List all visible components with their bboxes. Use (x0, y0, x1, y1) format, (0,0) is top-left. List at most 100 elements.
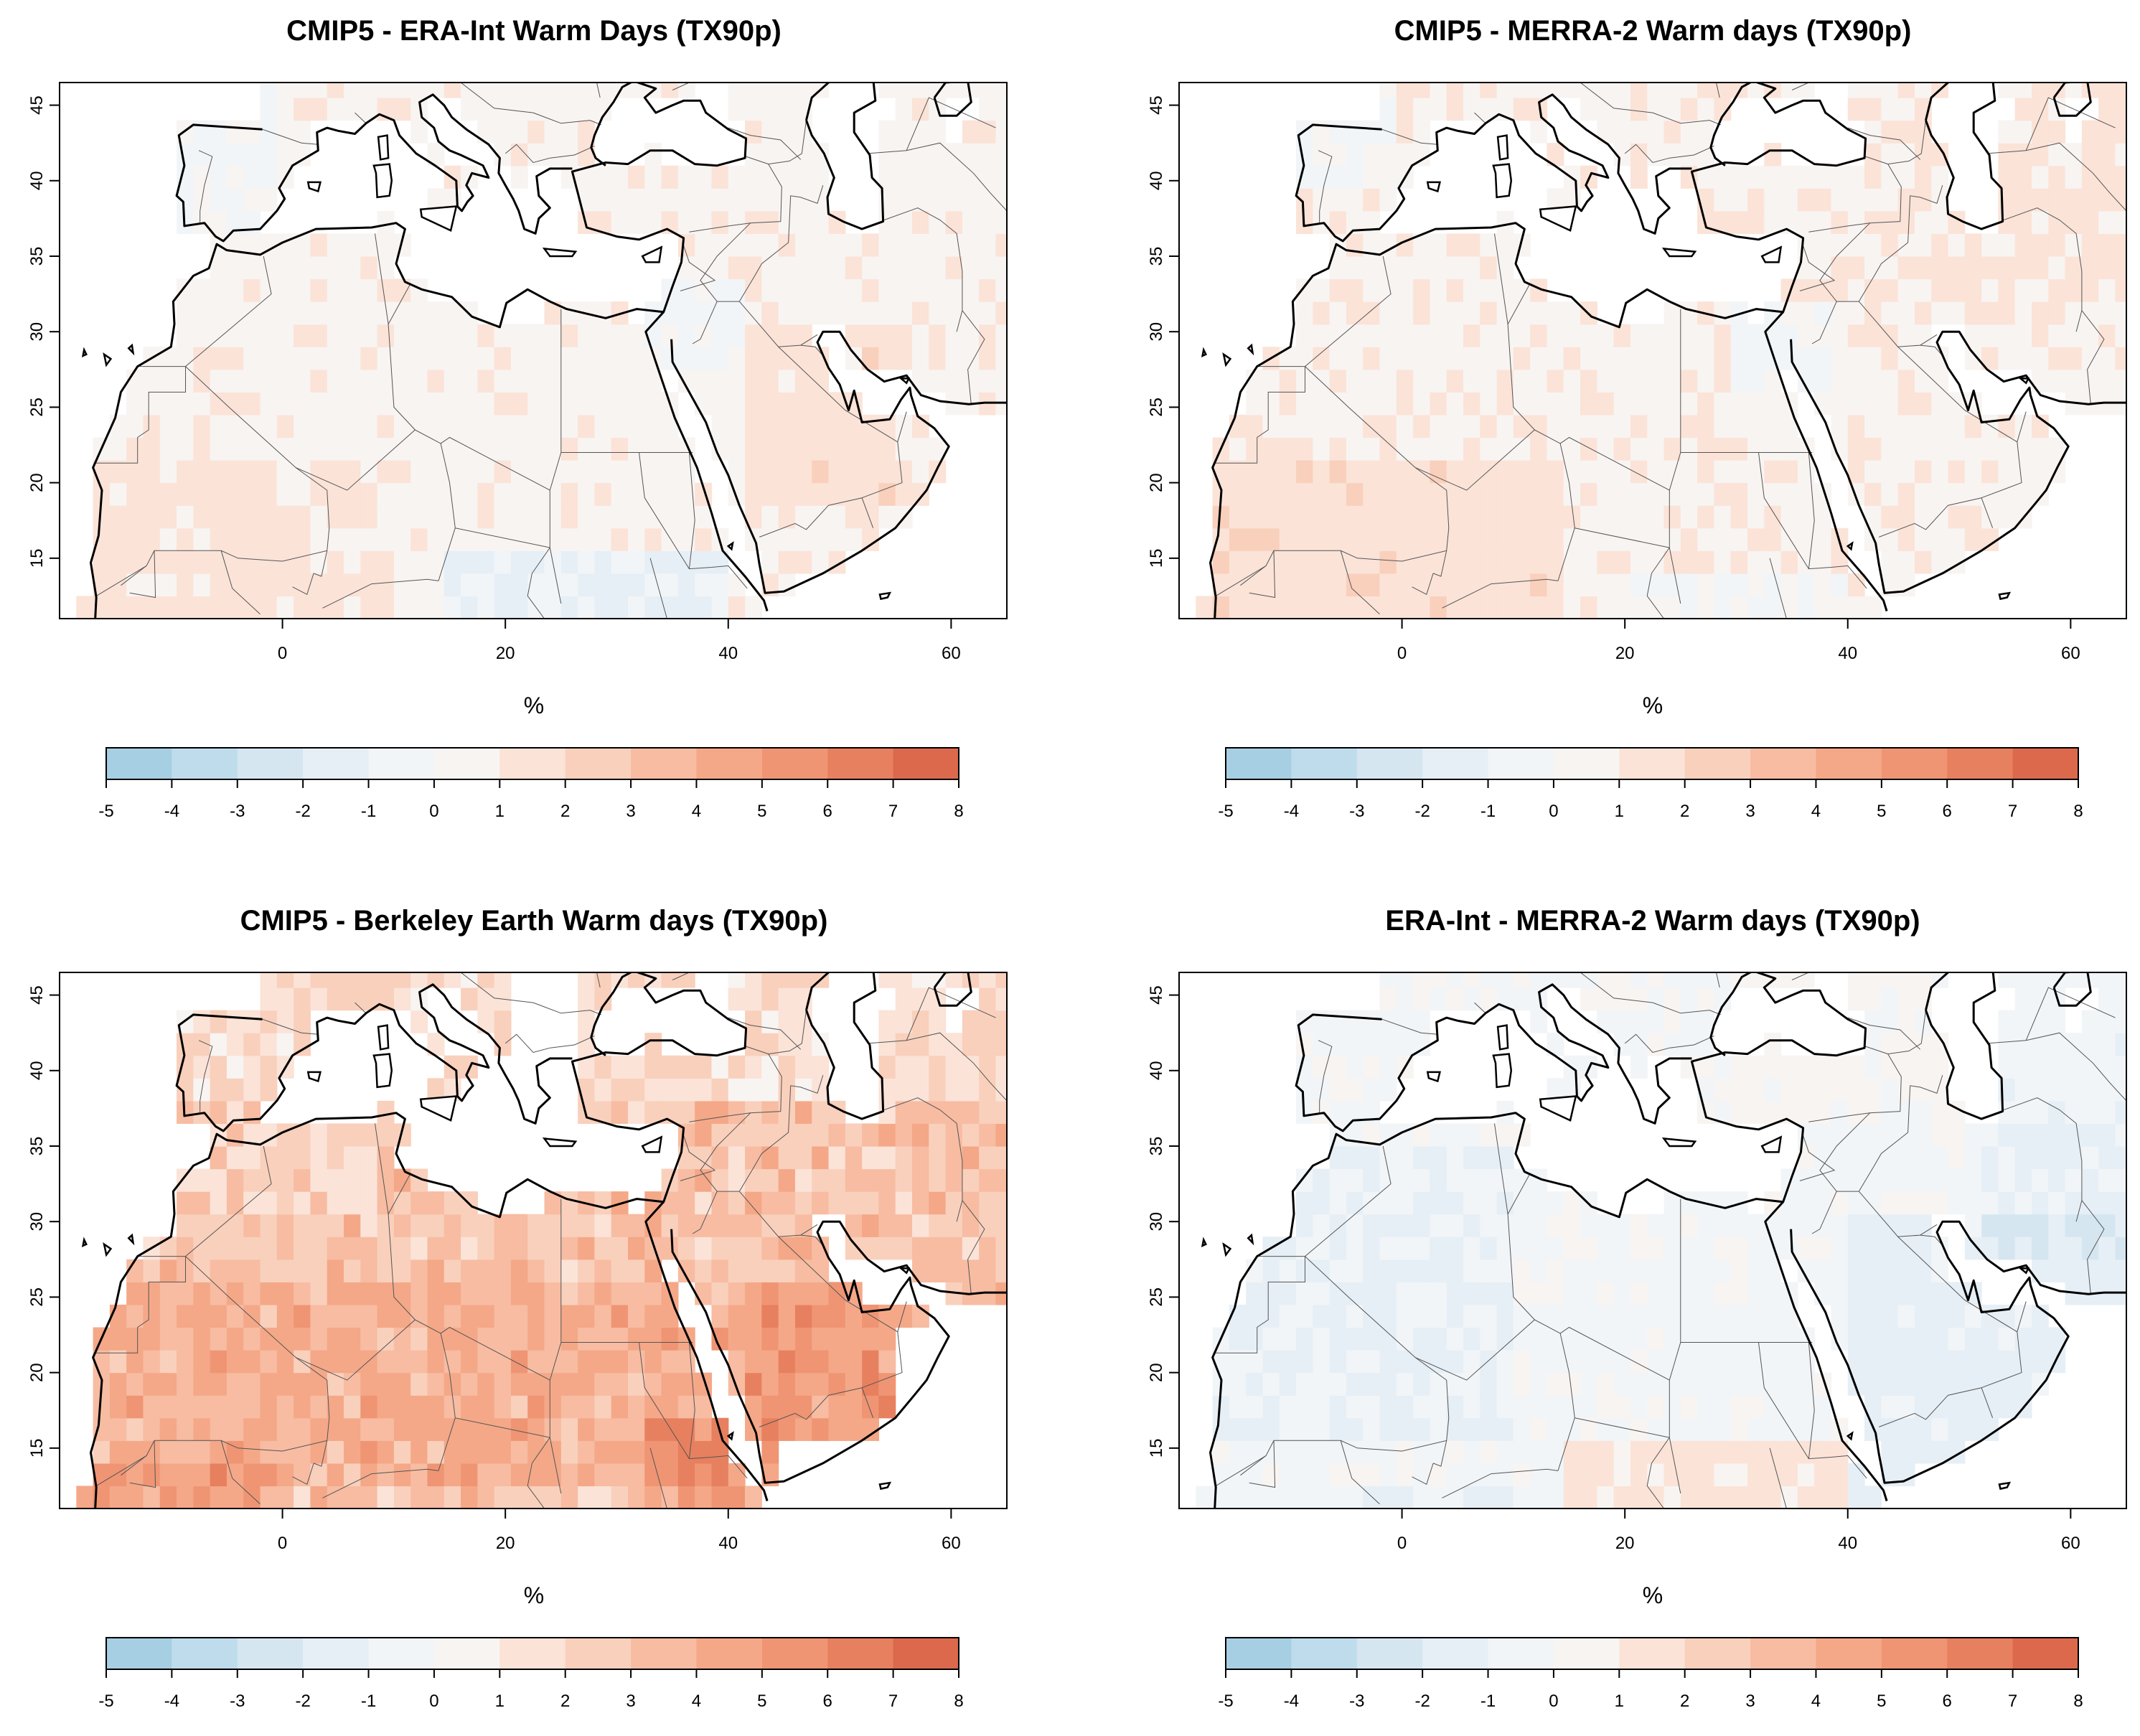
heatmap-cell (862, 1145, 880, 1170)
heatmap-cell (210, 460, 227, 484)
heatmap-cell (1463, 369, 1480, 393)
heatmap-cell (226, 324, 244, 347)
heatmap-cell (393, 527, 411, 551)
country-border (1646, 596, 1664, 619)
heatmap-cell (1914, 972, 1932, 988)
heatmap-cell (159, 347, 177, 370)
country-border (1865, 156, 1888, 165)
heatmap-cell (1430, 392, 1447, 416)
heatmap-cell (560, 437, 578, 461)
heatmap-cell (1780, 1395, 1798, 1419)
heatmap-cell (210, 1304, 227, 1328)
country-border (1879, 1387, 1994, 1427)
heatmap-cell (962, 1237, 980, 1260)
heatmap-cell (1630, 1214, 1648, 1237)
heatmap-cell (1881, 1440, 1899, 1464)
heatmap-cell (1897, 347, 1915, 370)
heatmap-cell (1864, 1123, 1882, 1147)
heatmap-cell (210, 1078, 227, 1102)
heatmap-cell (677, 1259, 695, 1282)
heatmap-cell (2048, 1145, 2066, 1170)
country-border (1318, 150, 1333, 223)
heatmap-cell (260, 1440, 278, 1464)
heatmap-cell (544, 98, 562, 121)
heatmap-cell (611, 573, 629, 597)
heatmap-cell (1480, 1123, 1498, 1147)
heatmap-cell (1346, 482, 1364, 506)
heatmap-cell (494, 1350, 512, 1374)
heatmap-cell (1998, 1395, 2016, 1419)
heatmap-cell (544, 1191, 562, 1215)
heatmap-cell (1246, 437, 1264, 461)
heatmap-cell (344, 1372, 361, 1396)
heatmap-cell (1580, 987, 1597, 1011)
heatmap-cell (494, 573, 512, 597)
heatmap-cell (276, 460, 294, 484)
heatmap-cell (677, 1350, 695, 1374)
heatmap-cell (377, 347, 395, 370)
heatmap-cell (1329, 1145, 1347, 1170)
heatmap-cell (1897, 301, 1915, 325)
heatmap-cell (862, 460, 880, 484)
heatmap-cell (1647, 987, 1665, 1011)
heatmap-cell (962, 278, 980, 302)
heatmap-cell (878, 1055, 896, 1079)
heatmap-cell (544, 1282, 562, 1305)
heatmap-cell (1313, 527, 1331, 551)
heatmap-cell (2032, 1214, 2049, 1237)
heatmap-cell (1697, 1237, 1715, 1260)
heatmap-cell (1780, 1100, 1798, 1125)
country-border (1646, 1486, 1664, 1509)
heatmap-cell (1814, 1282, 1832, 1305)
heatmap-cell (578, 83, 596, 98)
heatmap-cell (1329, 482, 1347, 506)
heatmap-cell (644, 482, 662, 506)
heatmap-cell (1530, 550, 1548, 574)
heatmap-cell (510, 414, 528, 438)
heatmap-cell (761, 460, 779, 484)
heatmap-cell (1262, 550, 1280, 574)
heatmap-cell (1563, 1395, 1581, 1419)
heatmap-cell (1563, 83, 1581, 98)
heatmap-cell (778, 278, 796, 302)
heatmap-cell (1346, 1145, 1364, 1170)
heatmap-cell (1547, 143, 1564, 166)
heatmap-cell (1480, 414, 1498, 438)
heatmap-cell (1663, 573, 1681, 597)
heatmap-cell (929, 188, 947, 212)
heatmap-cell (2098, 165, 2116, 189)
heatmap-cell (1831, 1282, 1849, 1305)
heatmap-cell (778, 505, 796, 529)
heatmap-cell (2065, 165, 2083, 189)
heatmap-cell (1931, 1100, 1949, 1125)
heatmap-cell (895, 83, 913, 98)
heatmap-cell (644, 392, 662, 416)
heatmap-cell (594, 1440, 612, 1464)
heatmap-cell (1630, 83, 1648, 98)
heatmap-cell (1831, 573, 1849, 597)
island (372, 163, 393, 199)
heatmap-cell (661, 1395, 679, 1419)
panel-title: CMIP5 - ERA-Int Warm Days (TX90p) (286, 15, 782, 47)
heatmap-cell (260, 1304, 278, 1328)
heatmap-cell (1881, 1010, 1899, 1033)
heatmap-cell (444, 505, 461, 529)
heatmap-cell (929, 347, 947, 370)
heatmap-cell (377, 210, 395, 235)
heatmap-cell (1513, 1304, 1531, 1328)
heatmap-cell (1931, 527, 1949, 551)
heatmap-cell (695, 550, 713, 574)
heatmap-cell (1797, 188, 1815, 212)
heatmap-cell (109, 1395, 127, 1419)
heatmap-cell (1747, 972, 1765, 988)
heatmap-cell (1379, 1327, 1397, 1351)
heatmap-cell (1764, 188, 1782, 212)
heatmap-cell (377, 460, 395, 484)
heatmap-cell (560, 1191, 578, 1215)
heatmap-cell (878, 1237, 896, 1260)
heatmap-cell (444, 1282, 461, 1305)
heatmap-cell (1346, 210, 1364, 235)
heatmap-cell (327, 437, 344, 461)
heatmap-cell (477, 1327, 495, 1351)
heatmap-cell (1998, 1010, 2016, 1033)
